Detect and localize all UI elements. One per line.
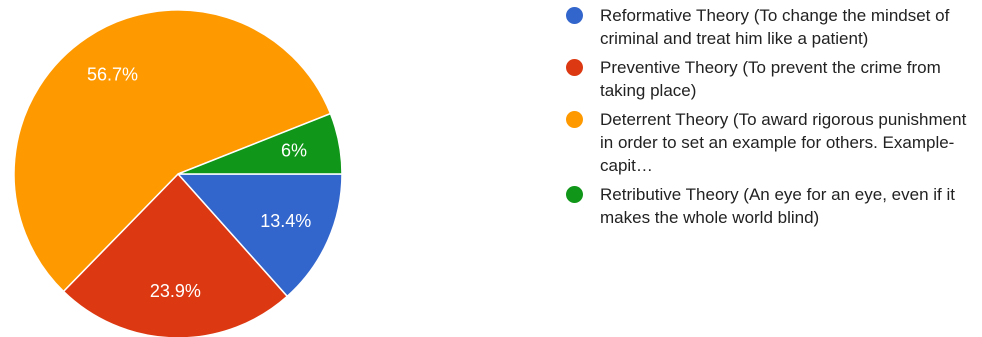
legend-swatch-reformative [566,7,583,24]
pie-slice-1[interactable] [62,172,289,337]
pie-slice-2[interactable] [13,9,332,293]
legend-item-deterrent[interactable]: Deterrent Theory (To award rigorous puni… [566,108,976,177]
legend-swatch-retributive [566,186,583,203]
pie-slice-3[interactable] [177,112,343,175]
legend-label-retributive: Retributive Theory (An eye for an eye, e… [600,185,955,227]
pie-slice-label-0: 13.4% [260,211,311,231]
pie-slice-label-1: 23.9% [150,281,201,301]
legend-item-reformative[interactable]: Reformative Theory (To change the mindse… [566,4,976,50]
pie-slice-labels: 13.4% 23.9% 56.7% 6% [87,64,311,300]
pie-chart: 13.4% 23.9% 56.7% 6% [13,9,343,337]
legend-label-reformative: Reformative Theory (To change the mindse… [600,6,950,48]
chart-legend: Reformative Theory (To change the mindse… [566,4,976,235]
pie-slices [13,9,343,337]
pie-slice-0[interactable] [176,173,343,298]
legend-label-deterrent: Deterrent Theory (To award rigorous puni… [600,110,967,175]
legend-swatch-preventive [566,59,583,76]
legend-label-preventive: Preventive Theory (To prevent the crime … [600,58,941,100]
pie-slice-label-2: 56.7% [87,64,138,84]
legend-item-preventive[interactable]: Preventive Theory (To prevent the crime … [566,56,976,102]
legend-item-retributive[interactable]: Retributive Theory (An eye for an eye, e… [566,183,976,229]
legend-swatch-deterrent [566,111,583,128]
pie-slice-label-3: 6% [281,141,307,161]
